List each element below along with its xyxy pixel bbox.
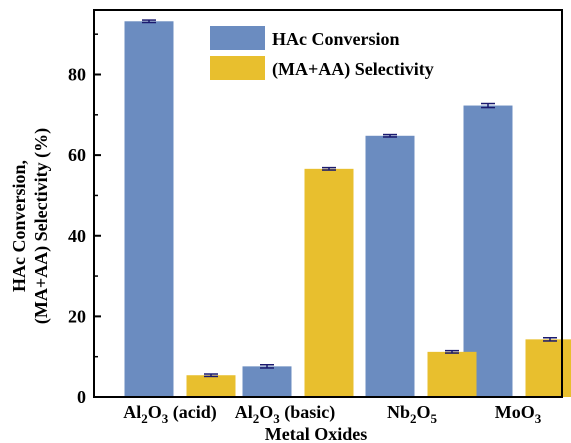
error-bar-1-2 bbox=[445, 349, 459, 354]
y-tick-label-20: 20 bbox=[68, 306, 86, 326]
bar-conversion-0 bbox=[124, 21, 174, 397]
x-tick-label-1: Al2O3 (basic) bbox=[235, 402, 336, 426]
legend-swatch-1 bbox=[210, 56, 265, 80]
bar-conversion-3 bbox=[463, 105, 513, 398]
y-axis: 0 20 40 60 80 bbox=[68, 33, 101, 407]
bar-selectivity-2 bbox=[427, 351, 477, 397]
error-bar-1-1 bbox=[322, 166, 336, 171]
y-axis-label-line2: (MA+AA) Selectivity (%) bbox=[31, 128, 52, 324]
plot-frame bbox=[93, 9, 563, 398]
x-tick-label-0: Al2O3 (acid) bbox=[123, 402, 217, 426]
x-axis-label: Metal Oxides bbox=[265, 424, 367, 443]
plot-area bbox=[93, 9, 571, 398]
y-tick-label-40: 40 bbox=[68, 226, 86, 246]
y-axis-label-line1: HAc Conversion, bbox=[9, 160, 29, 292]
error-bar-0-3 bbox=[481, 102, 495, 109]
legend-swatch-0 bbox=[210, 26, 265, 50]
bar-selectivity-1 bbox=[304, 168, 354, 397]
legend-label-0: HAc Conversion bbox=[272, 29, 400, 49]
bar-selectivity-0 bbox=[186, 375, 236, 397]
error-bar-0-0 bbox=[142, 19, 156, 24]
y-tick-label-0: 0 bbox=[77, 387, 86, 407]
y-tick-label-80: 80 bbox=[68, 65, 86, 85]
bar-conversion-2 bbox=[365, 135, 415, 397]
error-bar-1-3 bbox=[543, 336, 557, 342]
bar-conversion-1 bbox=[242, 366, 292, 397]
x-tick-label-3: MoO3 bbox=[495, 402, 542, 426]
legend: HAc Conversion (MA+AA) Selectivity bbox=[210, 26, 434, 80]
x-axis: Al2O3 (acid) Al2O3 (basic) Nb2O5 MoO3 bbox=[123, 402, 542, 426]
legend-label-1: (MA+AA) Selectivity bbox=[272, 59, 434, 80]
y-tick-label-60: 60 bbox=[68, 145, 86, 165]
bar-selectivity-3 bbox=[525, 339, 571, 397]
error-bar-0-1 bbox=[260, 364, 274, 369]
x-tick-label-2: Nb2O5 bbox=[387, 402, 438, 426]
error-bar-1-0 bbox=[204, 373, 218, 378]
error-bar-0-2 bbox=[383, 133, 397, 138]
